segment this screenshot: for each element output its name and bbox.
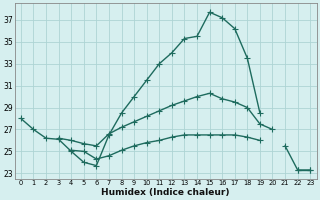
X-axis label: Humidex (Indice chaleur): Humidex (Indice chaleur) — [101, 188, 230, 197]
